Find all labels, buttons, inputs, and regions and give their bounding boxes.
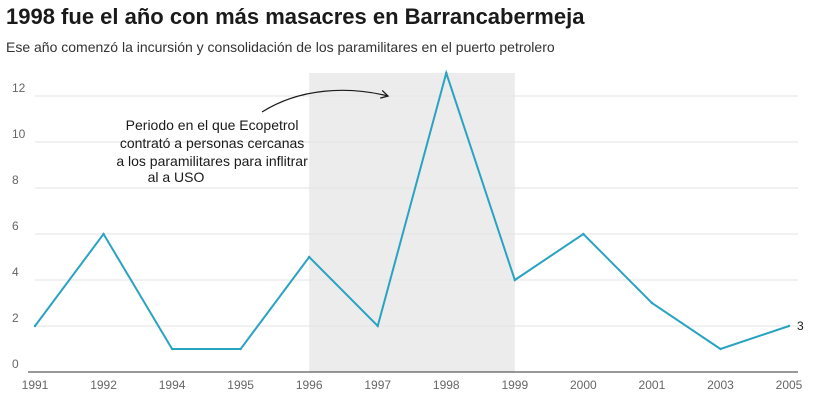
y-tick-label-0: 0 <box>12 357 19 371</box>
data-point-2000 <box>582 232 585 236</box>
x-tick-label-2000: 2000 <box>570 378 597 392</box>
y-tick-label-4: 4 <box>12 265 19 279</box>
x-tick-label-2001: 2001 <box>639 378 666 392</box>
data-point-2005 <box>787 324 791 328</box>
series-line <box>34 69 790 351</box>
annotation-line-2: contrató a personas cercanas <box>120 135 304 151</box>
annotation-arrow <box>261 89 390 113</box>
y-tick-label-2: 2 <box>12 311 19 325</box>
data-point-1997 <box>376 324 379 328</box>
chart-subtitle: Ese año comenzó la incursión y consolida… <box>6 39 555 55</box>
svg-text:Periodo en el que Ecopetrol: Periodo en el que Ecopetrol contrató a p… <box>116 117 311 185</box>
y-tick-label-12: 12 <box>12 81 26 95</box>
x-tick-label-1995: 1995 <box>227 378 254 392</box>
data-point-1992 <box>102 232 105 236</box>
x-tick-label-1994: 1994 <box>159 378 186 392</box>
x-tick-label-1999: 1999 <box>501 378 528 392</box>
y-tick-label-10: 10 <box>12 127 26 141</box>
x-tick-label-2003: 2003 <box>707 378 734 392</box>
data-point-1995 <box>239 347 242 351</box>
x-tick-label-1998: 1998 <box>433 378 460 392</box>
highlight-band <box>309 73 515 372</box>
x-tick-label-1991: 1991 <box>22 378 49 392</box>
x-tick-label-1997: 1997 <box>364 378 391 392</box>
data-point-2001 <box>650 301 654 305</box>
data-point-1996 <box>307 255 311 259</box>
data-point-2003 <box>719 347 722 351</box>
end-value-label: 3 <box>797 319 804 333</box>
y-tick-label-8: 8 <box>12 173 19 187</box>
annotation-line-4: al a USO <box>148 169 205 185</box>
y-tick-label-6: 6 <box>12 219 19 233</box>
annotation-line-1: Periodo en el que Ecopetrol <box>126 117 299 133</box>
data-point-1991 <box>33 324 37 328</box>
chart-title: 1998 fue el año con más masacres en Barr… <box>6 4 585 29</box>
data-point-1999 <box>513 278 517 282</box>
x-tick-label-2005: 2005 <box>776 378 803 392</box>
data-point-1994 <box>170 347 174 351</box>
annotation-line-3: a los paramilitares para inflitrar <box>116 153 308 169</box>
data-point-1998 <box>445 71 448 75</box>
x-tick-label-1992: 1992 <box>90 378 117 392</box>
x-tick-label-1996: 1996 <box>296 378 323 392</box>
